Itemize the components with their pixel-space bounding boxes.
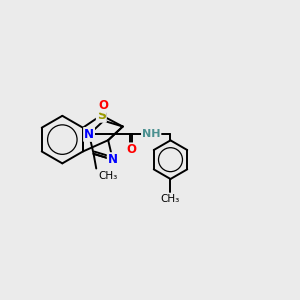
Text: N: N — [108, 153, 118, 166]
Text: O: O — [99, 99, 109, 112]
Text: NH: NH — [142, 129, 161, 140]
Text: S: S — [97, 109, 106, 122]
Text: CH₃: CH₃ — [161, 194, 180, 204]
Text: N: N — [84, 128, 94, 141]
Text: CH₃: CH₃ — [99, 171, 118, 181]
Text: O: O — [127, 143, 137, 156]
